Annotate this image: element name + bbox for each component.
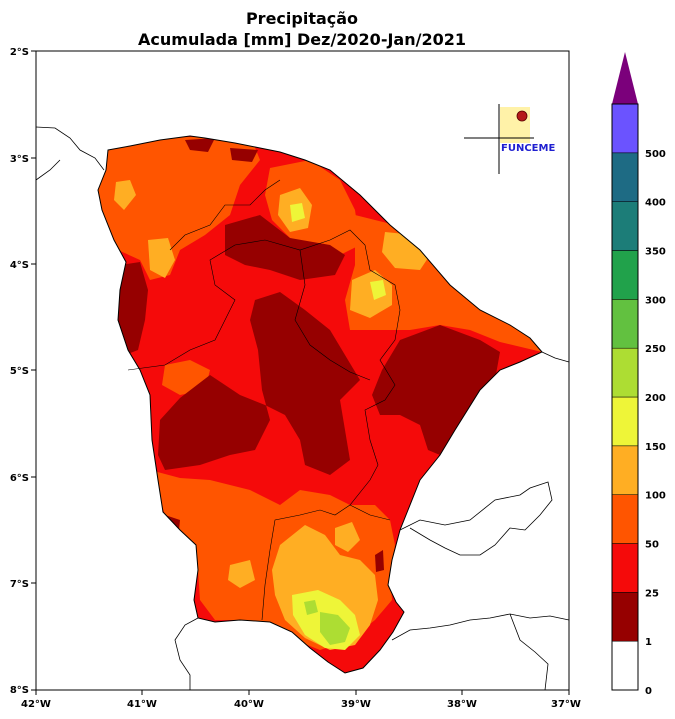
funceme-logo: FUNCEME [464, 104, 555, 174]
colorbar-segments [611, 103, 639, 691]
precip-field-1-25 [185, 138, 215, 152]
colorbar-frame [611, 103, 639, 691]
colorbar: 0 1 25 50 100 150 200 250 300 350 400 500 [611, 52, 666, 697]
precip-field-1-25 [372, 325, 500, 455]
neighbor-border-southwest [174, 617, 199, 690]
lat-label: 2°S [10, 47, 29, 58]
precip-field-200-250 [320, 612, 350, 645]
colorbar-label: 1 [645, 637, 652, 648]
lat-label: 6°S [10, 473, 29, 484]
lat-label: 8°S [10, 685, 29, 696]
colorbar-segment [611, 396, 639, 447]
colorbar-segment [611, 152, 639, 202]
colorbar-segment [611, 445, 639, 495]
colorbar-label: 0 [645, 686, 652, 697]
precip-field-150-200 [290, 203, 305, 222]
colorbar-label: 250 [645, 344, 666, 355]
logo-text: FUNCEME [501, 143, 555, 154]
region-boundary [127, 229, 401, 621]
colorbar-extend-arrow [612, 52, 638, 104]
region-boundary [169, 179, 391, 521]
colorbar-labels: 0 1 25 50 100 150 200 250 300 350 400 500 [645, 149, 666, 697]
colorbar-label: 500 [645, 149, 666, 160]
neighbor-border-west [35, 126, 105, 181]
precip-field-100-150 [228, 560, 255, 588]
colorbar-label: 150 [645, 442, 666, 453]
axis-ticks [31, 50, 570, 695]
colorbar-label: 25 [645, 588, 659, 599]
neighbor-border-south [391, 613, 570, 691]
colorbar-label: 200 [645, 393, 666, 404]
colorbar-label: 50 [645, 540, 659, 551]
colorbar-segment [611, 103, 639, 154]
precip-field-1-25 [230, 148, 258, 162]
lon-label: 42°W [21, 699, 51, 710]
lon-label: 37°W [551, 699, 581, 710]
neighbor-border-southeast [399, 481, 553, 556]
colorbar-segment [611, 592, 639, 642]
colorbar-segment [611, 201, 639, 251]
precip-field-1-25 [158, 292, 360, 475]
lon-label: 38°W [447, 699, 477, 710]
colorbar-label: 350 [645, 247, 666, 258]
colorbar-segment [611, 494, 639, 544]
precip-field-100-150 [335, 522, 360, 552]
state-outline [97, 135, 543, 674]
precip-field-200-250 [304, 600, 318, 615]
colorbar-label: 100 [645, 491, 666, 502]
lat-label: 7°S [10, 579, 29, 590]
lat-label: 5°S [10, 366, 29, 377]
neighbor-border-east [541, 351, 570, 363]
colorbar-segment [611, 299, 639, 349]
precip-field-100-150 [148, 238, 175, 278]
precip-field-150-200 [370, 280, 386, 300]
precip-field-100-150 [114, 180, 136, 210]
colorbar-segment [611, 250, 639, 300]
lon-label: 40°W [234, 699, 264, 710]
map-plot-area: 42°W 41°W 40°W 39°W 38°W 37°W 2°S 3°S 4°… [10, 47, 581, 710]
precip-field-50-100 [98, 136, 260, 280]
colorbar-segment [611, 347, 639, 398]
precip-field-50-100 [265, 160, 360, 255]
colorbar-segment [611, 640, 639, 691]
colorbar-segment [611, 543, 639, 593]
lon-label: 39°W [341, 699, 371, 710]
lat-label: 4°S [10, 260, 29, 271]
logo-globe-icon [516, 110, 528, 122]
map-title-line2: Acumulada [mm] Dez/2020-Jan/2021 [138, 30, 466, 49]
map-title-line1: Precipitação [246, 9, 358, 28]
colorbar-label: 400 [645, 198, 666, 209]
lon-label: 41°W [127, 699, 157, 710]
precip-field-1-25 [375, 550, 384, 572]
lat-label: 3°S [10, 154, 29, 165]
colorbar-label: 300 [645, 295, 666, 306]
precip-field-1-25 [116, 262, 148, 355]
precip-field-1-25 [225, 215, 345, 280]
